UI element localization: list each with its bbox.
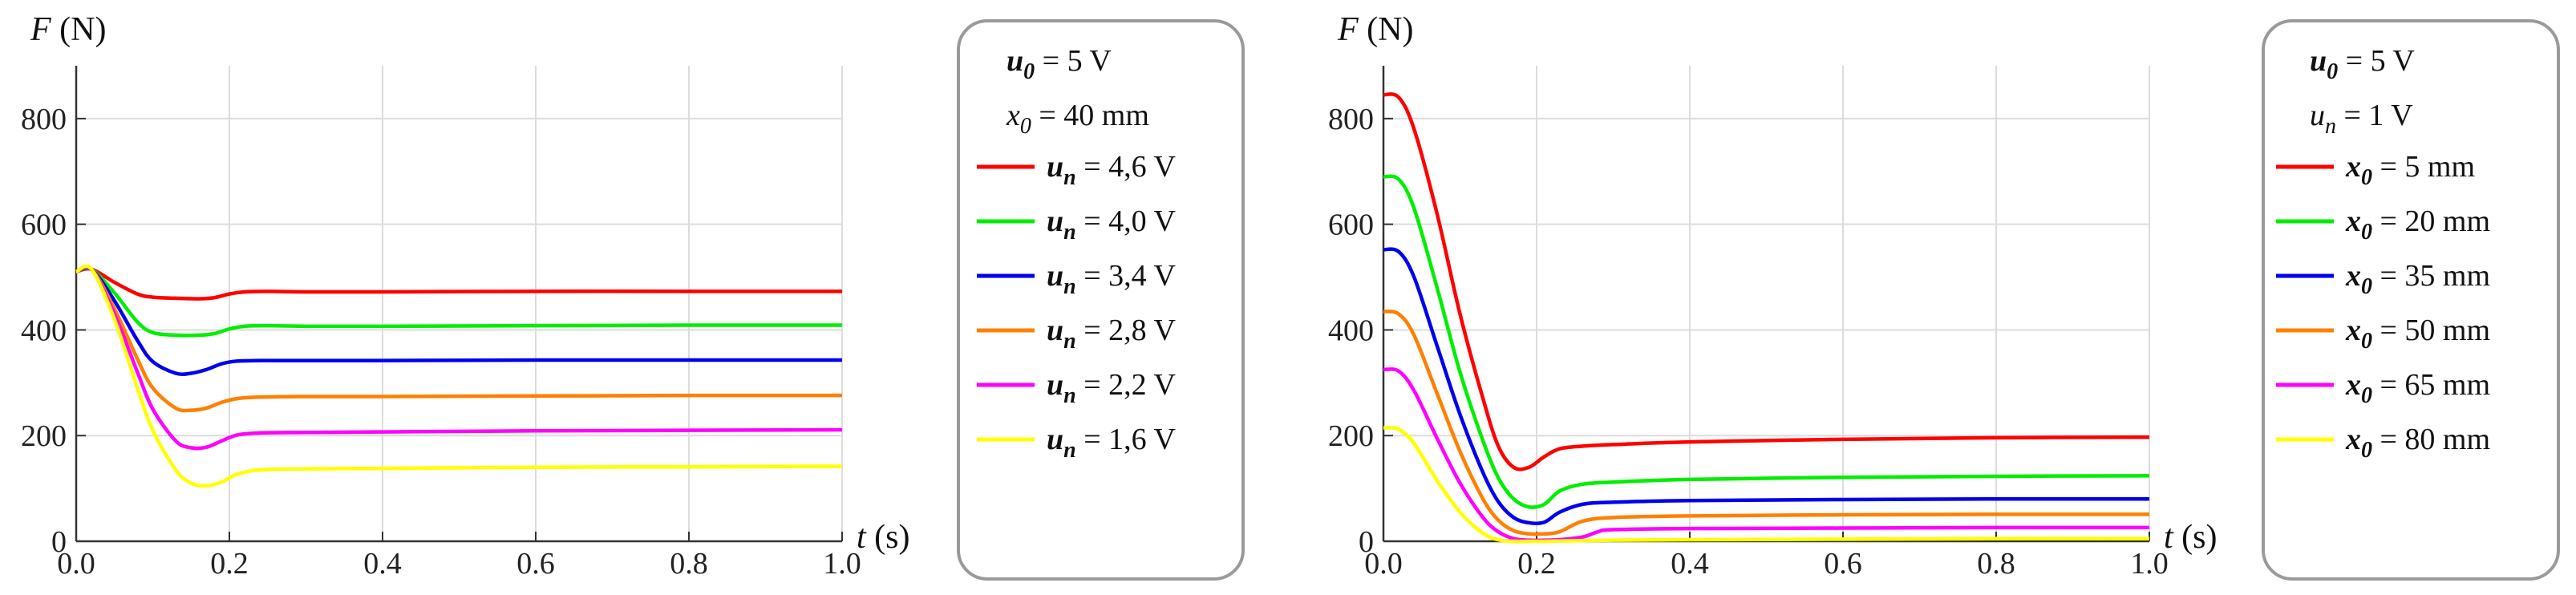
legend-entry-4: x0 = 50 mm [2345, 314, 2490, 354]
legend: u0 = 5 V un = 1 V x0 = 5 mm x0 = 20 mm x0 = … [2262, 19, 2560, 581]
y-tick-label: 200 [21, 419, 67, 453]
series-line-3 [75, 265, 842, 376]
legend-entry-5: un = 2,2 V [1047, 368, 1176, 408]
legend-entry-6: un = 1,6 V [1047, 423, 1176, 463]
legend-entry-4: un = 2,8 V [1047, 314, 1176, 354]
x-tick-label: 0.8 [670, 547, 708, 581]
x-tick-label: 0.6 [1824, 547, 1862, 581]
series-line-2 [75, 266, 843, 338]
x-tick-label: 0.0 [1364, 547, 1403, 581]
x-tick-label: 0.6 [516, 547, 555, 581]
x-axis-label: t (s) [857, 519, 910, 556]
y-tick-label: 800 [1328, 103, 1374, 136]
legend-entry-3: x0 = 35 mm [2345, 259, 2490, 299]
x-tick-label: 0.2 [210, 547, 249, 581]
legend-entry-6: x0 = 80 mm [2345, 423, 2490, 463]
x-tick-label: 0.4 [1671, 547, 1709, 581]
legend: u0 = 5 V x0 = 40 mm un = 4,6 V un = 4,0 V un… [957, 19, 1245, 581]
series-line-1 [75, 266, 842, 301]
y-tick-label: 600 [21, 208, 67, 242]
legend-header: u0 = 5 V [2310, 44, 2415, 84]
legend-entry-1: un = 4,6 V [1047, 150, 1176, 190]
series-line-2 [1383, 174, 2150, 509]
y-tick-label: 0 [51, 525, 67, 559]
legend-entry-2: x0 = 20 mm [2345, 204, 2490, 245]
y-tick-label: 0 [1359, 525, 1374, 559]
x-tick-label: 1.0 [823, 547, 861, 581]
legend-header: u0 = 5 V [1007, 44, 1112, 84]
x-axis-label: t (s) [2164, 519, 2218, 556]
y-tick-label: 800 [21, 103, 67, 136]
x-tick-label: 0.4 [363, 547, 402, 581]
legend-header: un = 1 V [2310, 99, 2413, 139]
legend-entry-5: x0 = 65 mm [2345, 368, 2490, 408]
x-tick-label: 0.0 [57, 547, 95, 581]
y-tick-label: 400 [21, 314, 67, 347]
legend-entry-1: x0 = 5 mm [2345, 150, 2475, 190]
series-line-4 [1383, 310, 2150, 536]
grid [1383, 66, 2150, 541]
y-axis-label: F (N) [30, 11, 106, 48]
legend-box [2262, 19, 2560, 581]
series-line-3 [1383, 247, 2150, 526]
series-line-5 [75, 265, 843, 451]
legend-entry-3: un = 3,4 V [1047, 259, 1176, 299]
y-axis-label: F (N) [1337, 11, 1413, 48]
series-line-1 [1383, 92, 2150, 472]
y-tick-label: 200 [1328, 419, 1374, 453]
series-line-6 [75, 264, 843, 488]
x-tick-label: 0.8 [1977, 547, 2015, 581]
legend-entry-2: un = 4,0 V [1047, 204, 1176, 245]
grid [76, 66, 843, 541]
y-tick-label: 400 [1328, 314, 1374, 347]
x-tick-label: 0.2 [1517, 547, 1556, 581]
series-line-4 [75, 265, 843, 413]
legend-header: x0 = 40 mm [1006, 99, 1149, 139]
y-tick-label: 600 [1328, 208, 1374, 242]
chart-left: 0.0 0.2 0.4 0.6 0.8 1.0 0 200 400 600 800 F (N) t (s… [21, 11, 1245, 581]
chart-right: 0.0 0.2 0.4 0.6 0.8 1.0 0 200 400 600 800 F (N) t (s… [1328, 11, 2560, 581]
series-line-6 [1383, 425, 2150, 544]
x-tick-label: 1.0 [2130, 547, 2169, 581]
